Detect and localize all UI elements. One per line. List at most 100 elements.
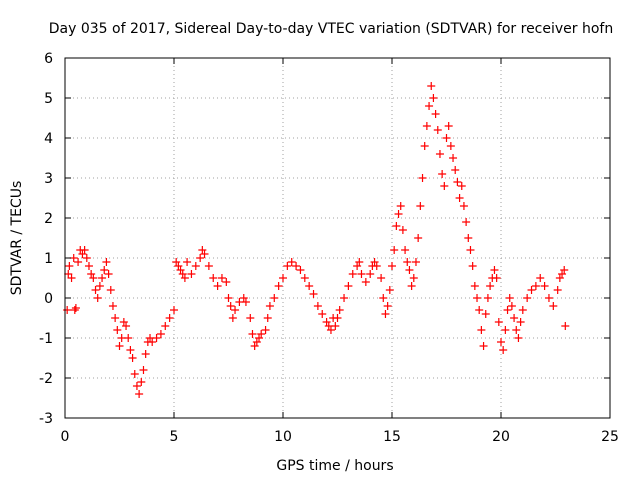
data-point xyxy=(414,234,423,242)
data-point xyxy=(137,378,146,386)
data-point xyxy=(89,274,98,282)
data-point xyxy=(65,262,74,270)
data-point xyxy=(379,294,388,302)
data-point xyxy=(71,304,80,312)
data-point xyxy=(388,262,396,270)
x-tick-label: 15 xyxy=(383,429,401,445)
data-point xyxy=(241,298,250,306)
data-point xyxy=(102,258,111,266)
data-point xyxy=(180,274,189,282)
data-point xyxy=(318,310,327,318)
data-point xyxy=(540,282,549,290)
data-point xyxy=(470,282,479,290)
data-point xyxy=(435,150,444,158)
data-point xyxy=(265,302,274,310)
data-point xyxy=(100,266,109,274)
data-point xyxy=(130,370,139,378)
y-tick-label: 3 xyxy=(44,171,53,187)
data-point xyxy=(69,254,78,262)
data-point xyxy=(416,202,425,210)
data-point xyxy=(98,274,107,282)
data-point xyxy=(126,346,135,354)
data-point xyxy=(405,266,414,274)
data-point xyxy=(132,382,141,390)
x-tick-label: 5 xyxy=(170,429,179,445)
data-point xyxy=(544,294,553,302)
data-point xyxy=(429,94,438,102)
data-point xyxy=(431,110,440,118)
data-point xyxy=(407,282,416,290)
y-tick-label: -3 xyxy=(39,411,53,427)
data-point xyxy=(392,222,401,230)
data-point xyxy=(497,338,505,346)
data-point xyxy=(453,178,462,186)
data-point xyxy=(418,174,427,182)
data-point xyxy=(344,282,353,290)
x-tick-label: 10 xyxy=(274,429,292,445)
data-point xyxy=(217,274,226,282)
data-point xyxy=(459,202,468,210)
data-point xyxy=(455,194,464,202)
data-point xyxy=(70,306,79,314)
data-point xyxy=(409,274,418,282)
data-point xyxy=(357,270,366,278)
data-point xyxy=(479,342,488,350)
data-point xyxy=(366,270,375,278)
data-point xyxy=(213,282,222,290)
data-point xyxy=(296,266,305,274)
gridlines xyxy=(65,58,610,418)
data-point xyxy=(451,166,460,174)
data-point xyxy=(141,350,150,358)
data-point xyxy=(170,306,178,314)
data-point xyxy=(257,330,266,338)
data-point xyxy=(523,294,532,302)
y-tick-label: 4 xyxy=(44,131,53,147)
data-point xyxy=(420,142,429,150)
data-point xyxy=(64,270,73,278)
data-point xyxy=(348,270,357,278)
data-point xyxy=(560,266,569,274)
data-point xyxy=(106,286,115,294)
data-point xyxy=(507,302,516,310)
data-point xyxy=(438,170,447,178)
data-point xyxy=(331,322,340,330)
data-point xyxy=(490,266,499,274)
data-point xyxy=(401,246,410,254)
data-point xyxy=(115,342,124,350)
data-point xyxy=(385,286,394,294)
data-point xyxy=(279,274,287,282)
data-point xyxy=(422,122,431,130)
chart-title: Day 035 of 2017, Sidereal Day-to-day VTE… xyxy=(49,21,613,37)
data-point xyxy=(449,154,458,162)
data-point xyxy=(124,334,133,342)
data-point xyxy=(468,262,477,270)
data-point xyxy=(514,334,523,342)
data-point xyxy=(224,294,233,302)
data-point xyxy=(226,302,235,310)
data-point xyxy=(82,254,91,262)
x-tick-label: 0 xyxy=(61,429,70,445)
data-point xyxy=(261,326,270,334)
data-point xyxy=(394,210,403,218)
data-point xyxy=(128,354,137,362)
data-point xyxy=(139,366,148,374)
data-point xyxy=(95,282,104,290)
data-point xyxy=(403,258,412,266)
data-point xyxy=(246,314,255,322)
axes: 0 5 10 15 20 25 -3 -2 -1 0 1 2 3 4 5 6 xyxy=(39,51,619,445)
data-point xyxy=(464,234,473,242)
data-point xyxy=(372,262,381,270)
data-point xyxy=(122,322,131,330)
data-point xyxy=(477,326,486,334)
data-point xyxy=(553,286,562,294)
data-point xyxy=(148,338,157,346)
data-point xyxy=(270,294,279,302)
data-point xyxy=(93,294,102,302)
data-point xyxy=(425,102,434,110)
data-point xyxy=(292,262,301,270)
data-point xyxy=(84,262,93,270)
y-tick-label: 1 xyxy=(44,251,53,267)
data-point xyxy=(333,314,342,322)
